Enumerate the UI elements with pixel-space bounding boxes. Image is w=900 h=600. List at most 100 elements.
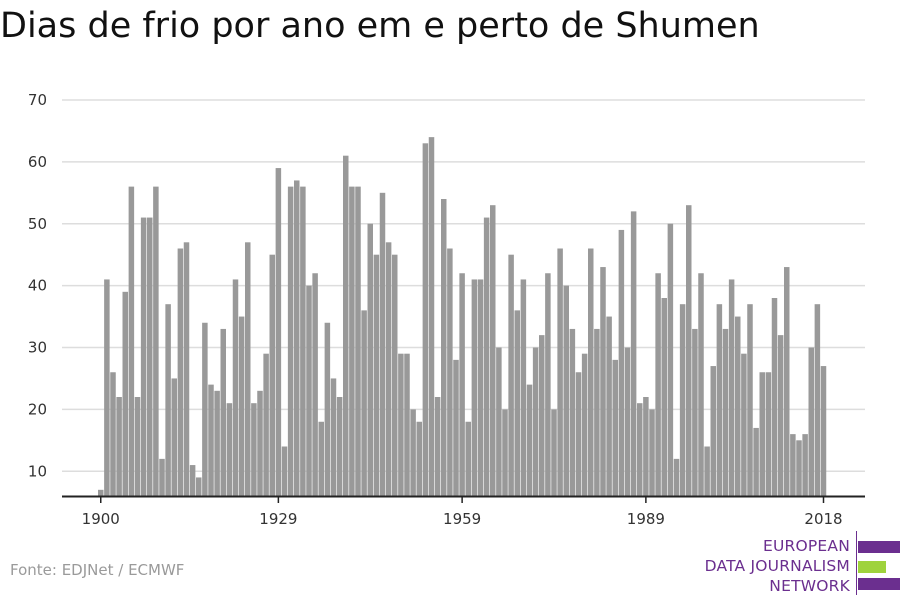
bar-1953 xyxy=(422,143,429,496)
bar-1965 xyxy=(496,347,502,496)
bar-2014 xyxy=(796,440,802,496)
bar-1964 xyxy=(490,205,496,496)
logo-line-2: DATA JOURNALISM xyxy=(704,557,850,575)
source-note: Fonte: EDJNet / ECMWF xyxy=(10,561,185,579)
bar-2003 xyxy=(728,279,735,496)
x-axis-ticks: 1900 1929 1959 1989 2018 xyxy=(82,496,843,528)
bar-1918 xyxy=(208,384,214,496)
bar-1999 xyxy=(704,446,710,496)
logo-bar-purple-bottom xyxy=(858,578,900,590)
bar-1954 xyxy=(428,137,435,496)
bar-1991 xyxy=(655,273,661,496)
bar-1985 xyxy=(618,229,625,496)
bar-1919 xyxy=(214,390,220,496)
bar-1921 xyxy=(226,403,233,496)
bar-2011 xyxy=(777,335,784,496)
y-tick-label: 70 xyxy=(28,91,47,109)
bar-1984 xyxy=(612,359,618,496)
bar-1945 xyxy=(373,254,380,496)
bar-1903 xyxy=(116,397,122,496)
y-tick-label: 60 xyxy=(28,153,47,171)
bar-1902 xyxy=(110,372,116,496)
bar-1967 xyxy=(508,254,514,496)
bar-1975 xyxy=(557,248,563,496)
y-tick-label: 10 xyxy=(28,462,47,480)
bar-1927 xyxy=(263,353,269,496)
bar-1989 xyxy=(643,397,649,496)
edjnet-logo: EUROPEAN DATA JOURNALISM NETWORK xyxy=(660,531,900,595)
bar-1955 xyxy=(434,397,441,496)
bar-1958 xyxy=(453,359,459,496)
x-tick-label: 1989 xyxy=(627,510,665,528)
bar-1980 xyxy=(588,248,594,496)
bar-2005 xyxy=(741,353,747,496)
bar-1974 xyxy=(551,409,557,496)
bar-1913 xyxy=(177,248,184,496)
bar-1961 xyxy=(471,279,478,496)
bar-1909 xyxy=(153,186,159,496)
bar-1915 xyxy=(189,465,196,496)
bar-1988 xyxy=(637,403,643,496)
bar-2013 xyxy=(790,434,796,496)
bar-1987 xyxy=(630,211,637,496)
x-tick-label: 1959 xyxy=(443,510,481,528)
bar-2018 xyxy=(820,366,827,496)
bar-1939 xyxy=(336,397,343,496)
bar-2012 xyxy=(784,267,790,496)
bar-1979 xyxy=(581,353,588,496)
bar-1978 xyxy=(575,372,582,496)
bar-2008 xyxy=(759,372,765,496)
chart-title: Dias de frio por ano em e perto de Shume… xyxy=(0,6,760,46)
bar-1917 xyxy=(202,322,208,496)
bar-1969 xyxy=(520,279,527,496)
bar-1993 xyxy=(667,223,674,496)
bar-1935 xyxy=(312,273,318,496)
y-tick-label: 40 xyxy=(28,277,47,295)
bar-1952 xyxy=(416,421,422,496)
y-axis-ticks: 10 20 30 40 50 60 70 xyxy=(28,91,47,480)
bar-1912 xyxy=(171,378,177,496)
bar-1922 xyxy=(232,279,239,496)
bar-1906 xyxy=(134,397,141,496)
bar-1997 xyxy=(692,328,698,496)
bar-1900 xyxy=(98,489,104,496)
bar-2010 xyxy=(771,298,778,496)
bar-1981 xyxy=(594,328,600,496)
x-tick-label: 1900 xyxy=(82,510,120,528)
bar-1963 xyxy=(483,217,490,496)
bar-1998 xyxy=(698,273,704,496)
logo-divider xyxy=(856,531,857,595)
y-tick-label: 20 xyxy=(28,400,47,418)
y-tick-label: 50 xyxy=(28,215,47,233)
bar-2017 xyxy=(814,304,821,496)
bar-1995 xyxy=(679,304,686,496)
bar-1901 xyxy=(104,279,110,496)
logo-bar-purple-top xyxy=(858,541,900,553)
bar-1973 xyxy=(545,273,551,496)
bar-1911 xyxy=(165,304,171,496)
bar-1931 xyxy=(287,186,294,496)
bar-1942 xyxy=(355,186,361,496)
bar-1951 xyxy=(410,409,416,496)
bar-1930 xyxy=(281,446,288,496)
bar-1907 xyxy=(140,217,147,496)
bar-1960 xyxy=(465,421,471,496)
bar-1968 xyxy=(514,310,520,496)
bar-1992 xyxy=(661,298,667,496)
bar-1956 xyxy=(441,199,447,496)
bar-1910 xyxy=(159,458,165,496)
bar-1990 xyxy=(649,409,655,496)
bar-1941 xyxy=(349,186,355,496)
bar-1950 xyxy=(404,353,410,496)
bar-1926 xyxy=(257,390,263,496)
bar-2000 xyxy=(710,366,716,496)
bar-1983 xyxy=(606,316,612,496)
bar-1957 xyxy=(447,248,453,496)
bar-1940 xyxy=(343,155,349,496)
bar-1943 xyxy=(361,310,367,496)
bar-1904 xyxy=(122,291,128,496)
bars xyxy=(98,137,827,496)
bar-2009 xyxy=(765,372,772,496)
bar-1923 xyxy=(238,316,245,496)
bar-1959 xyxy=(459,273,465,496)
